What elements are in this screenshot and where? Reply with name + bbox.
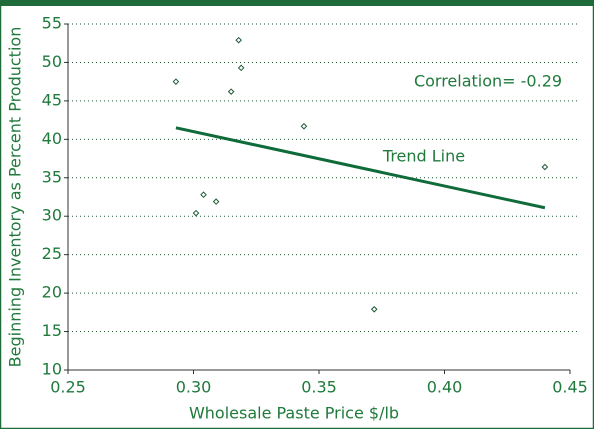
x-tick-label: 0.25 bbox=[50, 378, 86, 397]
point bbox=[212, 198, 220, 205]
point bbox=[227, 88, 235, 95]
x-tick-label: 0.40 bbox=[427, 378, 463, 397]
point bbox=[300, 122, 308, 130]
y-tick-label: 15 bbox=[42, 321, 62, 340]
point bbox=[541, 163, 549, 171]
point bbox=[235, 36, 242, 44]
point bbox=[192, 209, 200, 217]
top-bar bbox=[0, 0, 594, 6]
annotation: Correlation= -0.29 bbox=[414, 72, 562, 91]
y-tick-label: 25 bbox=[42, 244, 62, 263]
point bbox=[200, 191, 207, 199]
point bbox=[370, 305, 378, 313]
x-axis-label: Wholesale Paste Price $/lb bbox=[189, 404, 399, 423]
y-tick-label: 45 bbox=[42, 90, 62, 109]
x-tick-label: 0.30 bbox=[176, 378, 212, 397]
y-tick-label: 40 bbox=[42, 129, 62, 148]
y-tick-label: 10 bbox=[42, 360, 62, 379]
x-tick-label: 0.45 bbox=[552, 378, 588, 397]
point bbox=[172, 78, 180, 85]
y-tick-label: 20 bbox=[42, 283, 62, 302]
y-tick-label: 35 bbox=[42, 167, 62, 186]
point bbox=[237, 64, 245, 72]
y-tick-label: 55 bbox=[42, 14, 62, 33]
annotation: Trend Line bbox=[382, 147, 465, 166]
x-tick-label: 0.35 bbox=[301, 378, 337, 397]
y-tick-label: 50 bbox=[42, 52, 62, 71]
trend-line bbox=[175, 126, 546, 210]
y-tick-label: 30 bbox=[42, 206, 62, 225]
y-axis-label: Beginning Inventory as Percent Productio… bbox=[6, 27, 25, 368]
